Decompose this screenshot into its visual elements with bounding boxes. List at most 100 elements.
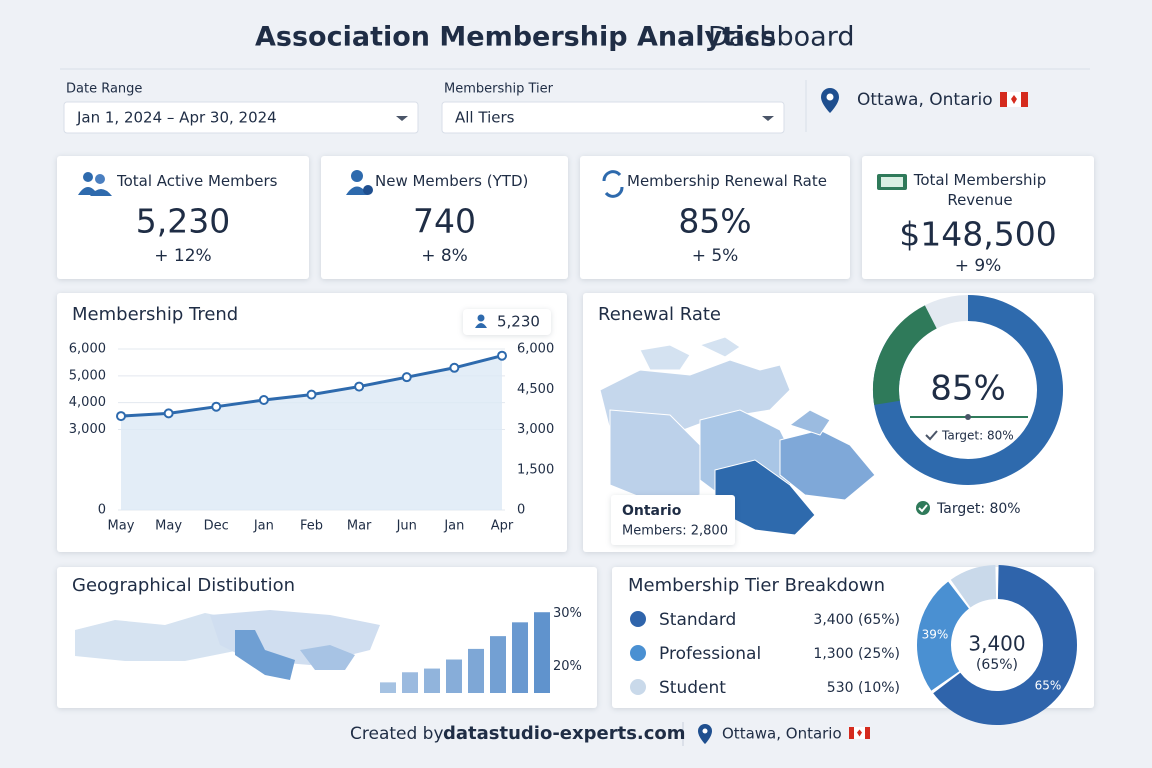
icon: [346, 186, 368, 195]
dropdown-value: Jan 1, 2024 – Apr 30, 2024: [76, 109, 277, 127]
title: Association Membership Analytics: [255, 22, 776, 53]
bar: [380, 682, 396, 693]
bar: [402, 672, 418, 693]
y2-tick-label: 6,000: [517, 342, 554, 357]
footer-pin: [698, 724, 712, 744]
point: [354, 381, 365, 392]
y-tick-label: 20%: [553, 659, 582, 674]
donut-center-share: (65%): [976, 657, 1018, 673]
bar: [446, 659, 462, 693]
y-tick-label: 5,000: [69, 368, 106, 383]
legend-label: Standard: [659, 610, 736, 630]
map-region: [788, 409, 831, 436]
bar: [490, 636, 506, 693]
map-region: [779, 429, 876, 501]
legend-check: [918, 504, 928, 513]
kpi-value: 740: [413, 202, 476, 241]
slice-label: 65%: [1035, 679, 1062, 693]
chart-title: Geographical Distibution: [72, 575, 295, 596]
y2-tick-label: 4,500: [517, 382, 554, 397]
dropdown-caret: [762, 116, 774, 121]
flag: [1000, 92, 1028, 107]
icon: [363, 185, 373, 195]
icon: [351, 170, 363, 182]
bar: [424, 668, 440, 693]
kpi-title-box: Membership Renewal Rate: [627, 172, 827, 190]
chart-title: Membership Trend: [72, 304, 238, 325]
footer-flag: [849, 727, 870, 739]
y-tick-label: 4,000: [69, 395, 106, 410]
map-region: [75, 613, 245, 661]
icon: [78, 187, 112, 196]
badge: [463, 309, 551, 335]
badge-icon: [475, 323, 487, 328]
y-tick-label: 0: [98, 503, 106, 518]
target-dot: [965, 414, 971, 420]
point: [163, 408, 174, 419]
tooltip-members: Members: 2,800: [622, 524, 728, 539]
donut-hole: [954, 602, 1040, 688]
x-tick-label: Dec: [204, 519, 229, 534]
kpi-card: [321, 156, 568, 279]
x-tick-label: Jan: [443, 519, 464, 534]
slice: [933, 565, 1077, 725]
map-region: [639, 336, 741, 371]
donut-value: 85%: [930, 369, 1006, 409]
kpi-change: + 12%: [154, 246, 211, 266]
dropdown[interactable]: [441, 101, 785, 134]
x-tick-label: Jan: [253, 519, 274, 534]
bar: [468, 648, 484, 693]
icon: [881, 177, 903, 187]
x-tick-label: May: [155, 519, 182, 534]
slice: [917, 581, 970, 691]
icon: [602, 170, 624, 198]
kpi-change: + 5%: [692, 246, 739, 266]
point: [306, 389, 317, 400]
map-region: [300, 645, 355, 670]
donut-center-value: 3,400: [968, 632, 1025, 656]
point: [258, 394, 269, 405]
legend-dot: [630, 611, 646, 627]
point: [449, 362, 460, 373]
kpi-value: 5,230: [136, 202, 230, 241]
kpi-title-box: Total Active Members: [117, 172, 277, 190]
point: [116, 411, 126, 422]
map-region: [235, 630, 295, 680]
location-pin-dot: [826, 93, 834, 101]
filter-label: Membership Tier: [444, 82, 554, 97]
y-tick-label: 6,000: [69, 342, 106, 357]
kpi-title-box: New Members (YTD): [375, 172, 529, 190]
point: [497, 350, 507, 361]
filter-label: Date Range: [66, 82, 142, 97]
dropdown-caret: [396, 116, 408, 121]
chart-title: Membership Tier Breakdown: [628, 575, 885, 596]
point: [211, 401, 222, 412]
x-tick-label: Feb: [300, 519, 323, 534]
badge-icon: [477, 314, 485, 322]
y2-tick-label: 1,500: [517, 462, 554, 477]
legend-value: 530 (10%): [827, 680, 900, 696]
y2-tick-label: 0: [517, 503, 525, 518]
footer-prefix: Created by: [350, 724, 444, 744]
x-tick-label: Jun: [396, 519, 417, 534]
dropdown[interactable]: [63, 101, 419, 134]
legend-dot: [630, 645, 646, 661]
area: [121, 355, 502, 510]
footer-pin-dot: [702, 728, 708, 734]
kpi-card: [57, 156, 309, 279]
badge-value: 5,230: [497, 313, 540, 331]
tooltip-region: Ontario: [622, 503, 682, 519]
kpi-change: + 8%: [421, 246, 468, 266]
slice-label: 39%: [922, 628, 949, 642]
legend-check-bg: [916, 501, 930, 515]
kpi-value: 85%: [678, 202, 751, 241]
point: [401, 372, 412, 383]
legend-value: 1,300 (25%): [813, 646, 900, 662]
kpi-title: Membership Renewal Rate: [627, 172, 827, 190]
icon: [83, 172, 93, 182]
legend-label: Student: [659, 678, 726, 698]
footer-site: datastudio-experts.com: [443, 723, 686, 744]
kpi-title: New Members (YTD): [375, 172, 529, 190]
legend-label: Professional: [659, 644, 761, 664]
